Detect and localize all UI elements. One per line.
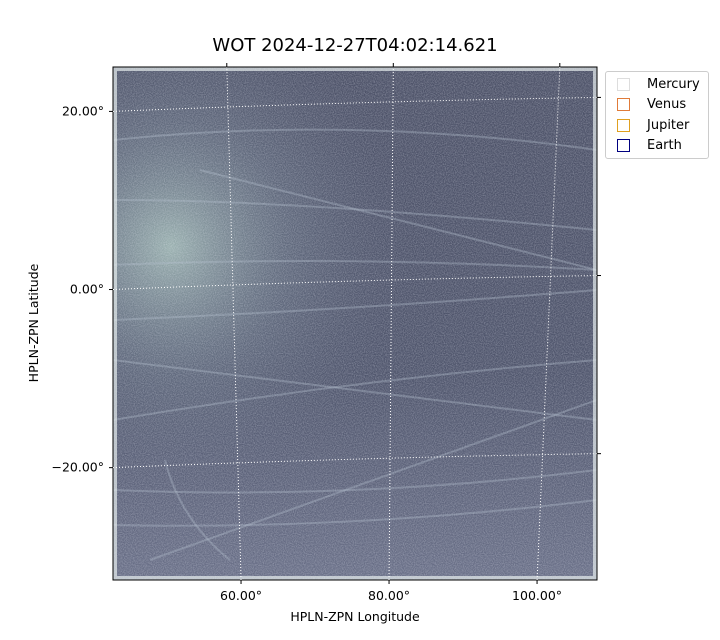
legend-label: Venus	[647, 97, 687, 113]
y-axis-label: HPLN-ZPN Latitude	[26, 263, 41, 382]
legend-label: Mercury	[647, 76, 700, 92]
image	[113, 67, 597, 580]
x-tick-label: 100.00°	[512, 588, 562, 603]
y-tick-label: 0.00°	[70, 282, 104, 297]
legend-item: Mercury	[606, 74, 708, 95]
plot-frame	[112, 66, 598, 581]
legend-swatch	[617, 139, 630, 153]
legend-label: Jupiter	[647, 117, 690, 133]
x-axis-label: HPLN-ZPN Longitude	[290, 609, 420, 624]
y-tick-label: 20.00°	[62, 103, 104, 118]
legend: Mercury Venus Jupiter Earth	[605, 71, 709, 159]
legend-swatch	[617, 77, 630, 91]
legend-item: Earth	[606, 136, 708, 157]
legend-swatch	[617, 98, 630, 112]
grid-line	[112, 453, 598, 469]
grid-line	[112, 275, 598, 291]
legend-swatch	[617, 118, 630, 132]
legend-item: Jupiter	[606, 115, 708, 136]
grid-line	[112, 96, 598, 112]
legend-item: Venus	[606, 95, 708, 116]
chart-title: WOT 2024-12-27T04:02:14.621	[212, 35, 497, 56]
x-tick-label: 60.00°	[220, 588, 262, 603]
legend-label: Earth	[647, 138, 682, 154]
x-tick-label: 80.00°	[368, 588, 410, 603]
y-tick-label: −20.00°	[51, 460, 104, 475]
